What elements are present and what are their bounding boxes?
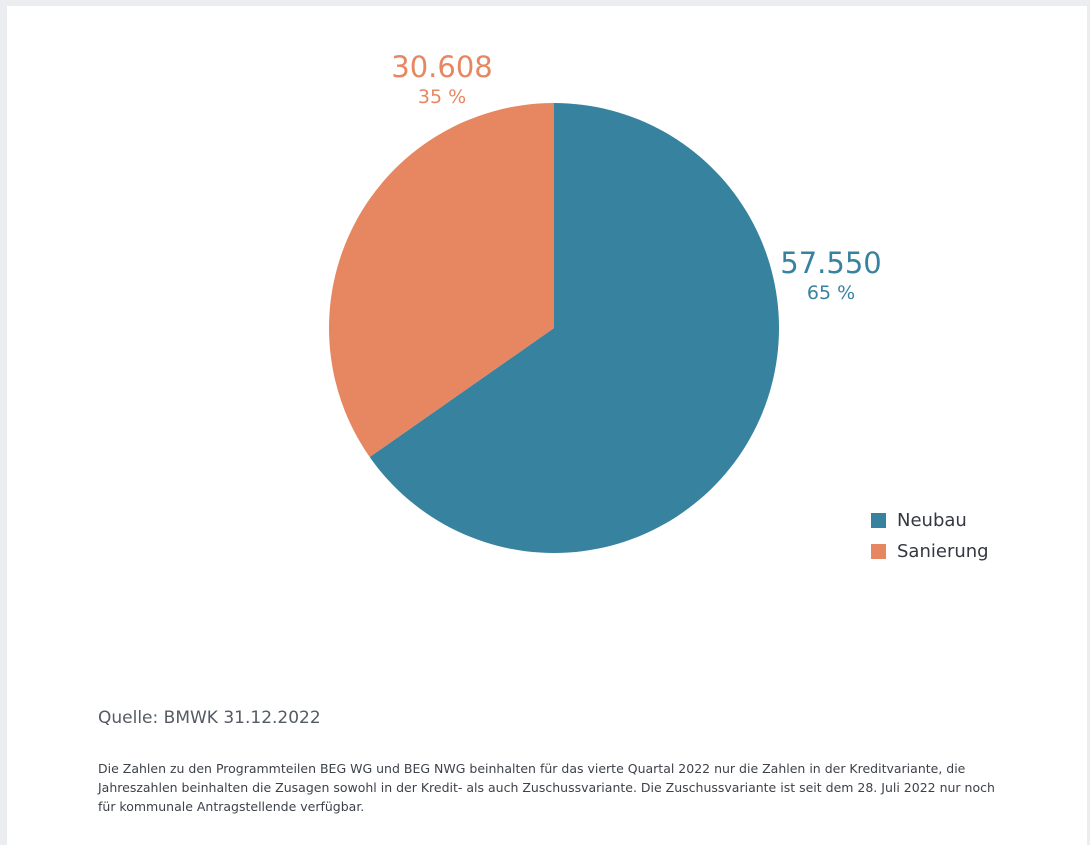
slice-value-label-sanierung: 30.608 — [391, 50, 492, 84]
legend-label-neubau: Neubau — [897, 510, 967, 531]
legend-swatch-sanierung — [871, 544, 886, 559]
legend-swatch-neubau — [871, 513, 886, 528]
pie-slice-sanierung — [329, 102, 554, 458]
pie-slice-neubau — [369, 103, 780, 553]
footnote-text: Die Zahlen zu den Programmteilen BEG WG … — [98, 761, 995, 814]
pie-slices — [329, 102, 780, 553]
legend-item-neubau: Neubau — [871, 505, 989, 536]
legend-item-sanierung: Sanierung — [871, 536, 989, 567]
legend-label-sanierung: Sanierung — [897, 541, 989, 562]
source-note: Quelle: BMWK 31.12.2022 — [98, 708, 321, 728]
slice-percent-label-neubau: 65 % — [807, 282, 855, 304]
chart-legend: Neubau Sanierung — [871, 505, 989, 567]
slice-percent-label-sanierung: 35 % — [418, 86, 466, 108]
slice-value-label-neubau: 57.550 — [780, 246, 881, 280]
